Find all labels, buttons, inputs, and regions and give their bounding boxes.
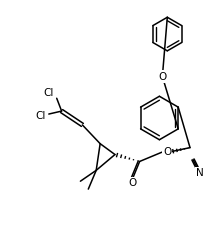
Text: O: O — [163, 147, 171, 156]
Text: Cl: Cl — [44, 88, 54, 98]
Text: O: O — [158, 72, 166, 81]
Text: O: O — [129, 178, 137, 188]
Text: Cl: Cl — [36, 111, 46, 121]
Text: N: N — [196, 168, 204, 178]
